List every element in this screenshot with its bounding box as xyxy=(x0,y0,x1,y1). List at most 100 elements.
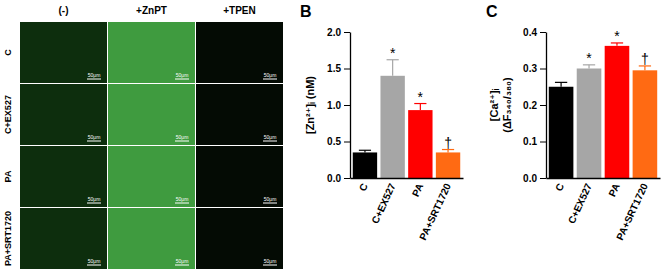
y-tick: 1.0 xyxy=(327,100,350,111)
plot-area xyxy=(549,43,657,178)
scale-bar xyxy=(175,203,189,204)
micrograph xyxy=(20,146,107,207)
x-tick-label: PA+SRT1720 xyxy=(614,181,650,242)
column-label: (-) xyxy=(59,5,69,16)
scale-bar-label: 50μm xyxy=(264,134,277,140)
micrograph xyxy=(108,146,195,207)
y-tick-label: 0.0 xyxy=(327,173,341,184)
scale-bar xyxy=(175,79,189,80)
x-tick-label: C+EX527 xyxy=(566,181,594,225)
y-tick-mark xyxy=(344,142,350,143)
row-label: PA xyxy=(3,170,13,182)
x-axis: CC+EX527 PAPA+SRT1720 xyxy=(547,178,661,242)
micrograph xyxy=(108,22,195,83)
x-tick: C xyxy=(357,178,370,193)
bar xyxy=(380,76,404,178)
y-tick-mark xyxy=(344,105,350,106)
x-axis-line xyxy=(547,178,661,179)
row-label: PA+SRT1720 xyxy=(3,211,13,266)
scale-bar xyxy=(175,265,189,266)
y-axis-title: (ΔF₃₄₀/₃₈₀) xyxy=(501,77,513,133)
micrograph xyxy=(108,84,195,145)
scale-bar xyxy=(263,203,277,204)
row-label: C+EX527 xyxy=(3,95,13,134)
y-tick: 0.3 xyxy=(523,63,546,74)
significance-marker: * xyxy=(418,89,424,105)
significance-marker: * xyxy=(614,28,620,44)
y-axis-line xyxy=(350,33,351,179)
bar-chart: B**†0.00.51.01.52.0CC+EX527PAPA+SRT1720[… xyxy=(300,3,464,242)
y-tick-mark xyxy=(344,69,350,70)
scale-bar xyxy=(87,79,101,80)
x-axis: CC+EX527 PAPA+SRT1720 xyxy=(351,178,464,242)
x-tick: PA xyxy=(410,178,426,198)
error-bar xyxy=(387,60,399,76)
y-axis: 0.0 0.1 0.2 0.3 0.4 xyxy=(523,27,546,184)
x-tick-label: PA xyxy=(410,182,426,199)
scale-bar-label: 50μm xyxy=(176,196,189,202)
figure: (-) +ZnPT +TPEN C 50μm 50μm 50μm C+EX527 50μm 50μ… xyxy=(0,0,669,274)
y-tick-label: 0.4 xyxy=(523,27,537,38)
bar xyxy=(353,152,377,178)
y-tick-label: 1.5 xyxy=(327,63,341,74)
scale-bar-label: 50μm xyxy=(264,72,277,78)
error-bar-cap xyxy=(555,82,567,83)
column-label: +TPEN xyxy=(223,5,256,16)
y-tick-label: 0.3 xyxy=(523,63,537,74)
bar xyxy=(605,46,630,178)
y-axis-title: [Zn²⁺]ᵢ (nM) xyxy=(304,76,316,134)
panel-title: B xyxy=(300,3,312,20)
image-grid: (-)+ZnPT+TPENC50μm50μm50μmC+EX52750μm50μ… xyxy=(3,5,283,269)
y-tick-label: 0.2 xyxy=(523,100,537,111)
y-axis-line xyxy=(546,33,547,179)
y-tick: 0.2 xyxy=(523,100,546,111)
significance-marker: † xyxy=(641,51,649,67)
y-tick-mark xyxy=(540,69,546,70)
error-bar-stem xyxy=(560,82,561,86)
y-tick: 2.0 xyxy=(327,27,350,38)
bar xyxy=(577,69,602,179)
x-axis-line xyxy=(351,178,464,179)
scale-bar-label: 50μm xyxy=(264,196,277,202)
y-tick-mark xyxy=(344,32,350,33)
scale-bar-label: 50μm xyxy=(88,196,101,202)
micrograph xyxy=(20,208,107,269)
x-tick-label: C xyxy=(553,182,566,193)
y-axis: 0.0 0.5 1.0 1.5 2.0 xyxy=(327,27,350,184)
y-tick-label: 1.0 xyxy=(327,100,341,111)
scale-bar xyxy=(263,141,277,142)
bar xyxy=(633,70,658,178)
scale-bar-label: 50μm xyxy=(176,258,189,264)
scale-bar xyxy=(175,141,189,142)
y-axis-title: [Ca²⁺]ᵢ xyxy=(488,88,500,121)
scale-bar xyxy=(87,265,101,266)
x-tick: PA+SRT1720 xyxy=(614,178,650,242)
x-tick-label: C+EX527 xyxy=(369,181,397,225)
scale-bar xyxy=(87,203,101,204)
micrograph xyxy=(196,146,283,207)
micrograph xyxy=(20,22,107,83)
y-tick: 0.0 xyxy=(327,173,350,184)
y-tick: 0.5 xyxy=(327,136,350,147)
y-tick-label: 2.0 xyxy=(327,27,341,38)
y-tick-label: 0.5 xyxy=(327,136,341,147)
y-tick: 0.0 xyxy=(523,173,546,184)
x-tick: C+EX527 xyxy=(566,178,594,225)
x-tick-label: C xyxy=(357,182,370,193)
significance-marker: † xyxy=(444,135,452,151)
y-tick-mark xyxy=(344,178,350,179)
x-tick-label: PA xyxy=(606,182,622,199)
scale-bar xyxy=(263,79,277,80)
y-tick-label: 0.1 xyxy=(523,136,537,147)
x-tick: C xyxy=(553,178,566,193)
micrograph xyxy=(196,208,283,269)
micrograph xyxy=(196,22,283,83)
y-tick-label: 0.0 xyxy=(523,173,537,184)
column-label: +ZnPT xyxy=(136,5,167,16)
bar xyxy=(549,87,574,178)
scale-bar-label: 50μm xyxy=(88,134,101,140)
bar xyxy=(408,110,432,178)
scale-bar xyxy=(87,141,101,142)
x-tick-label: PA+SRT1720 xyxy=(417,181,453,242)
scale-bar xyxy=(263,265,277,266)
